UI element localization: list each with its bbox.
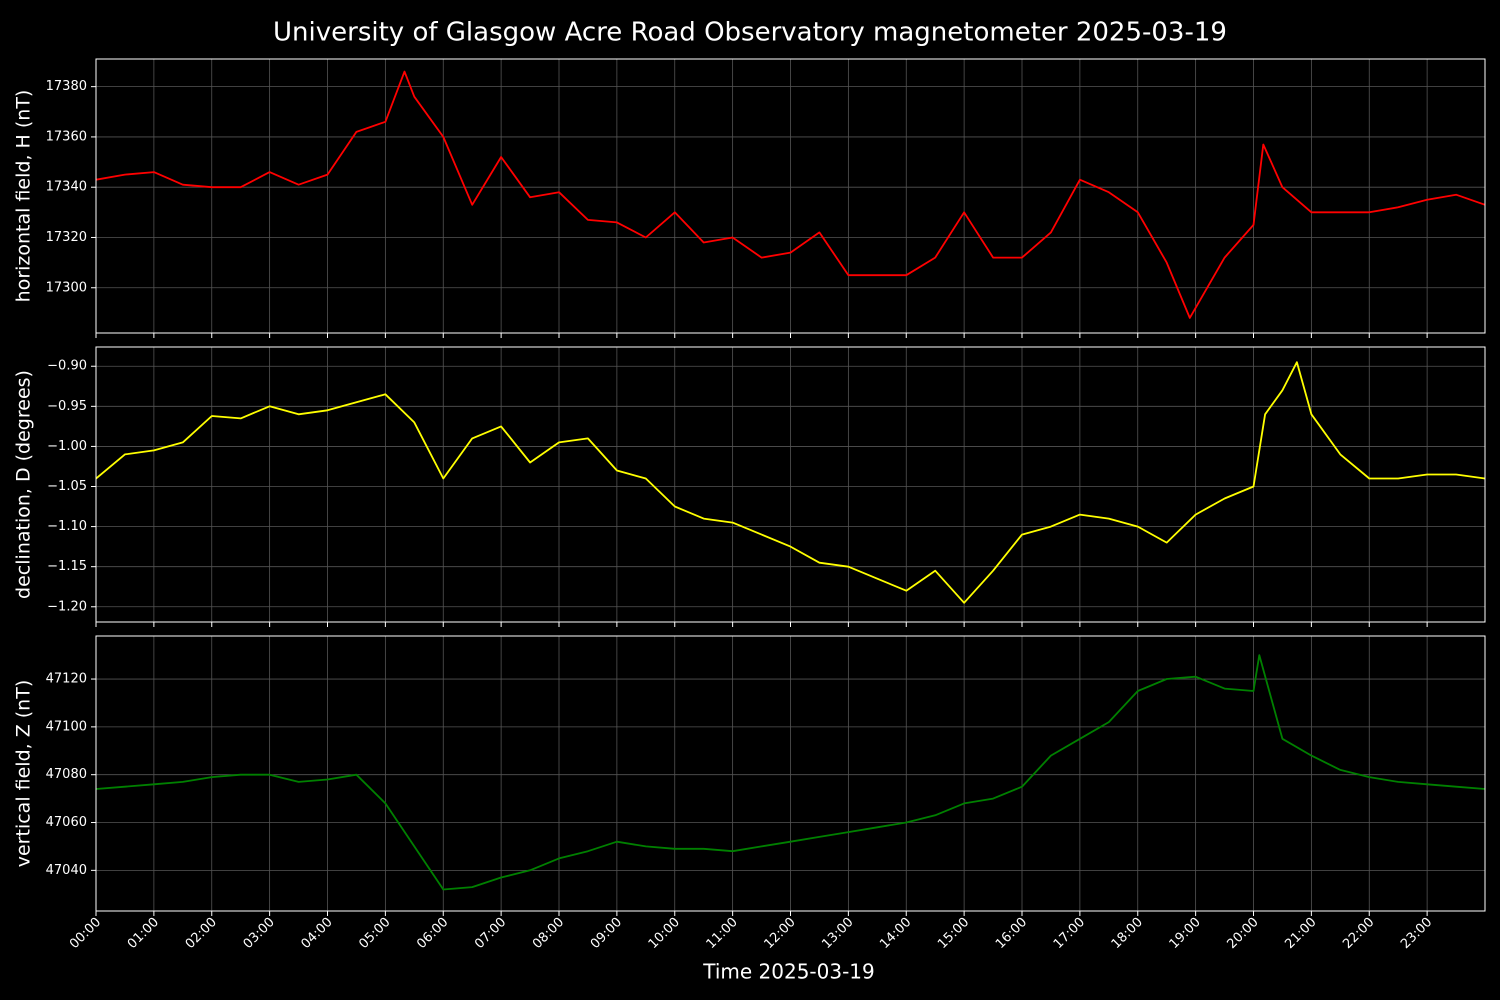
x-tick-label: 18:00 <box>1109 915 1146 952</box>
y-tick-label: 47120 <box>46 672 87 687</box>
axes-frame <box>95 635 1486 912</box>
x-tick-label: 22:00 <box>1340 915 1377 952</box>
y-tick-label: 47060 <box>46 815 87 830</box>
y-tick-label: −1.05 <box>47 479 87 494</box>
x-tick-label: 21:00 <box>1282 915 1319 952</box>
y-tick-label: 17300 <box>46 280 87 295</box>
y-tick-label: 17320 <box>46 230 87 245</box>
chart-title: University of Glasgow Acre Road Observat… <box>273 18 1227 48</box>
x-tick-label: 23:00 <box>1398 915 1435 952</box>
x-tick-label: 00:00 <box>67 915 104 952</box>
x-tick-label: 09:00 <box>588 915 625 952</box>
axes-frame <box>95 346 1486 623</box>
x-tick-label: 17:00 <box>1051 915 1088 952</box>
y-tick-label: −1.15 <box>47 559 87 574</box>
y-tick-label: −1.20 <box>47 599 87 614</box>
x-tick-label: 13:00 <box>819 915 856 952</box>
x-tick-label: 14:00 <box>877 915 914 952</box>
y-tick-label: 17380 <box>46 79 87 94</box>
y-tick-label: −0.90 <box>47 359 87 374</box>
x-tick-label: 03:00 <box>241 915 278 952</box>
y-tick-label: −1.00 <box>47 439 87 454</box>
y-tick-label: 47100 <box>46 719 87 734</box>
x-tick-label: 07:00 <box>472 915 509 952</box>
x-tick-label: 11:00 <box>704 915 741 952</box>
y-tick-label: 47080 <box>46 767 87 782</box>
x-axis-label: Time 2025-03-19 <box>702 960 875 984</box>
y-axis-label: horizontal field, H (nT) <box>13 90 35 303</box>
data-line <box>96 654 1485 891</box>
x-tick-label: 08:00 <box>530 915 567 952</box>
x-tick-label: 12:00 <box>762 915 799 952</box>
x-tick-label: 15:00 <box>935 915 972 952</box>
x-tick-label: 01:00 <box>125 915 162 952</box>
x-tick-label: 19:00 <box>1167 915 1204 952</box>
x-tick-label: 04:00 <box>299 915 336 952</box>
y-tick-label: 17340 <box>46 180 87 195</box>
y-axis-label: declination, D (degrees) <box>13 370 35 599</box>
y-tick-label: 47040 <box>46 863 87 878</box>
data-line <box>96 70 1485 319</box>
x-tick-label: 10:00 <box>646 915 683 952</box>
x-tick-label: 16:00 <box>993 915 1030 952</box>
x-tick-label: 06:00 <box>414 915 451 952</box>
x-tick-label: 02:00 <box>183 915 220 952</box>
y-tick-label: 17360 <box>46 129 87 144</box>
y-axis-label: vertical field, Z (nT) <box>13 680 35 868</box>
y-tick-label: −1.10 <box>47 519 87 534</box>
axes-frame <box>95 58 1486 334</box>
y-tick-label: −0.95 <box>47 399 87 414</box>
x-tick-label: 20:00 <box>1225 915 1262 952</box>
data-line <box>96 361 1485 604</box>
x-tick-label: 05:00 <box>356 915 393 952</box>
